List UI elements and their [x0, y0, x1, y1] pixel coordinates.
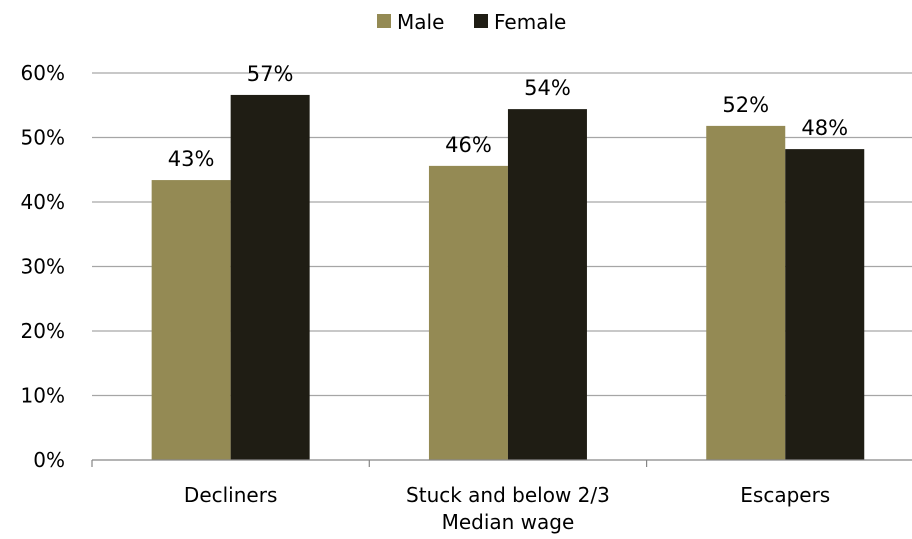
x-category-label: Escapers: [740, 483, 830, 507]
x-category-label: Stuck and below 2/3 Median wage: [406, 483, 610, 534]
data-label-male-0: 43%: [168, 147, 215, 171]
y-tick-label: 30%: [21, 255, 65, 279]
bar-female-0: [230, 94, 310, 461]
data-label-female-2: 48%: [801, 116, 848, 140]
bar-female-1: [507, 109, 587, 461]
y-tick-label: 60%: [21, 61, 65, 85]
legend-label-female: Female: [494, 10, 566, 34]
y-tick-label: 50%: [21, 126, 65, 150]
y-tick-label: 0%: [33, 448, 65, 472]
legend: Male Female: [377, 10, 566, 34]
bars: [151, 94, 865, 461]
data-label-female-0: 57%: [247, 62, 294, 86]
bar-male-2: [706, 125, 786, 460]
legend-swatch-male: [377, 14, 391, 28]
bar-male-1: [428, 165, 508, 460]
bar-male-0: [151, 180, 231, 460]
x-category-label: Decliners: [184, 483, 277, 507]
y-tick-label: 40%: [21, 190, 65, 214]
legend-swatch-female: [474, 14, 488, 28]
x-axis: Decliners Stuck and below 2/3 Median wage E…: [91, 459, 912, 534]
y-tick-label: 10%: [21, 384, 65, 408]
bar-female-2: [785, 149, 865, 461]
y-axis: 0% 10% 20% 30% 40% 50% 60%: [21, 61, 65, 472]
y-tick-label: 20%: [21, 319, 65, 343]
data-label-female-1: 54%: [524, 76, 571, 100]
data-label-male-2: 52%: [722, 93, 769, 117]
data-labels: 43% 57% 46% 54% 52% 48%: [168, 62, 848, 171]
data-label-male-1: 46%: [445, 133, 492, 157]
legend-label-male: Male: [397, 10, 444, 34]
